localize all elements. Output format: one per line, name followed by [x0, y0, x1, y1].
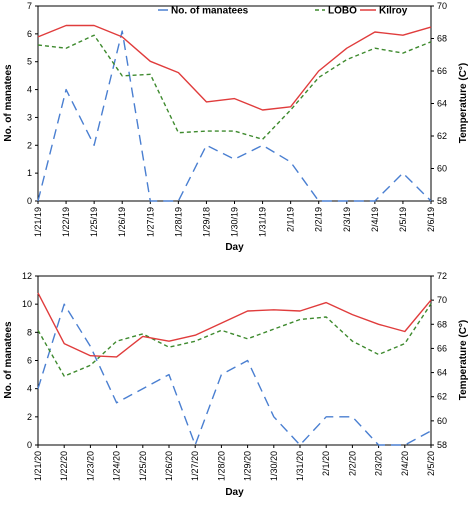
x-tick-label: 1/27/20 [190, 451, 200, 481]
x-tick-label: 1/29/20 [243, 451, 253, 481]
x-axis-title: Day [225, 242, 244, 253]
x-tick-label: 2/5/20 [426, 451, 436, 476]
legend: No. of manatees LOBO Kilroy [158, 6, 408, 17]
y-axis-title-right: Temperature (C°) [458, 320, 469, 401]
x-tick-label: 1/26/20 [164, 451, 174, 481]
plot-frame [37, 5, 432, 202]
x-tick-label: 1/28/20 [216, 451, 226, 481]
x-tick-label: 1/25/20 [138, 451, 148, 481]
x-tick-label: 1/27/19 [145, 207, 155, 237]
legend-label-lobo: LOBO [328, 6, 357, 17]
x-tick-label: 1/31/20 [295, 451, 305, 481]
left-tick-label: 8 [27, 327, 32, 337]
series-line-no-of-manatees [37, 303, 432, 446]
y-axis-title-left: No. of manatees [3, 321, 14, 399]
x-tick-label: 2/2/20 [347, 451, 357, 476]
right-tick-label: 70 [437, 295, 447, 305]
left-tick-label: 10 [22, 299, 32, 309]
x-tick-label: 1/22/19 [61, 207, 71, 237]
left-tick-label: 6 [27, 29, 32, 39]
right-tick-label: 62 [437, 392, 447, 402]
x-tick-label: 1/25/19 [89, 207, 99, 237]
y-axis-title-left: No. of manatees [3, 64, 14, 142]
right-tick-label: 58 [437, 440, 447, 450]
left-tick-label: 6 [27, 356, 32, 366]
x-tick-label: 1/26/19 [117, 207, 127, 237]
right-tick-label: 66 [437, 66, 447, 76]
right-tick-label: 68 [437, 34, 447, 44]
left-tick-label: 4 [27, 85, 32, 95]
right-tick-label: 58 [437, 196, 447, 206]
left-tick-label: 3 [27, 112, 32, 122]
left-tick-label: 1 [27, 168, 32, 178]
series-line-no-of-manatees [37, 30, 432, 202]
right-tick-label: 66 [437, 343, 447, 353]
right-tick-label: 64 [437, 99, 447, 109]
x-tick-label: 2/6/19 [426, 207, 436, 232]
x-tick-label: 2/2/19 [314, 207, 324, 232]
series-line-lobo [37, 34, 432, 141]
x-tick-label: 2/3/19 [342, 207, 352, 232]
x-tick-label: 2/1/20 [321, 451, 331, 476]
left-tick-label: 0 [27, 196, 32, 206]
x-tick-label: 2/4/19 [370, 207, 380, 232]
x-tick-label: 1/29/18 [201, 207, 211, 237]
left-tick-label: 12 [22, 271, 32, 281]
chart-panel-2019: 0 1 2 3 4 5 6 7 58 60 62 64 66 68 70 1/21/19 1/22/19 1/25… [3, 1, 469, 253]
right-tick-label: 60 [437, 164, 447, 174]
x-tick-label: 1/28/19 [173, 207, 183, 237]
right-tick-label: 62 [437, 131, 447, 141]
x-tick-label: 1/23/20 [85, 451, 95, 481]
x-tick-label: 2/1/19 [286, 207, 296, 232]
left-tick-label: 7 [27, 1, 32, 11]
right-tick-label: 70 [437, 1, 447, 11]
x-tick-label: 1/30/20 [269, 451, 279, 481]
x-tick-label: 2/4/20 [400, 451, 410, 476]
x-tick-label: 1/21/19 [33, 207, 43, 237]
x-tick-label: 1/24/20 [112, 451, 122, 481]
x-axis-title: Day [225, 487, 244, 498]
y-axis-title-right: Temperature (C°) [458, 63, 469, 144]
series-line-kilroy [37, 24, 432, 111]
series-line-kilroy [37, 292, 432, 358]
x-tick-label: 2/3/20 [374, 451, 384, 476]
x-tick-label: 1/30/19 [230, 207, 240, 237]
x-tick-label: 1/31/19 [258, 207, 268, 237]
left-tick-label: 2 [27, 412, 32, 422]
right-tick-label: 72 [437, 271, 447, 281]
legend-label-kilroy: Kilroy [379, 6, 408, 17]
right-tick-label: 64 [437, 368, 447, 378]
left-tick-label: 4 [27, 384, 32, 394]
x-tick-label: 1/21/20 [33, 451, 43, 481]
left-tick-label: 2 [27, 140, 32, 150]
left-tick-label: 0 [27, 440, 32, 450]
x-tick-label: 2/5/19 [398, 207, 408, 232]
right-tick-label: 60 [437, 416, 447, 426]
right-tick-label: 68 [437, 319, 447, 329]
x-tick-label: 1/22/20 [59, 451, 69, 481]
left-tick-label: 5 [27, 57, 32, 67]
series-line-lobo [37, 303, 432, 377]
legend-label-no-of-manatees: No. of manatees [171, 6, 249, 17]
